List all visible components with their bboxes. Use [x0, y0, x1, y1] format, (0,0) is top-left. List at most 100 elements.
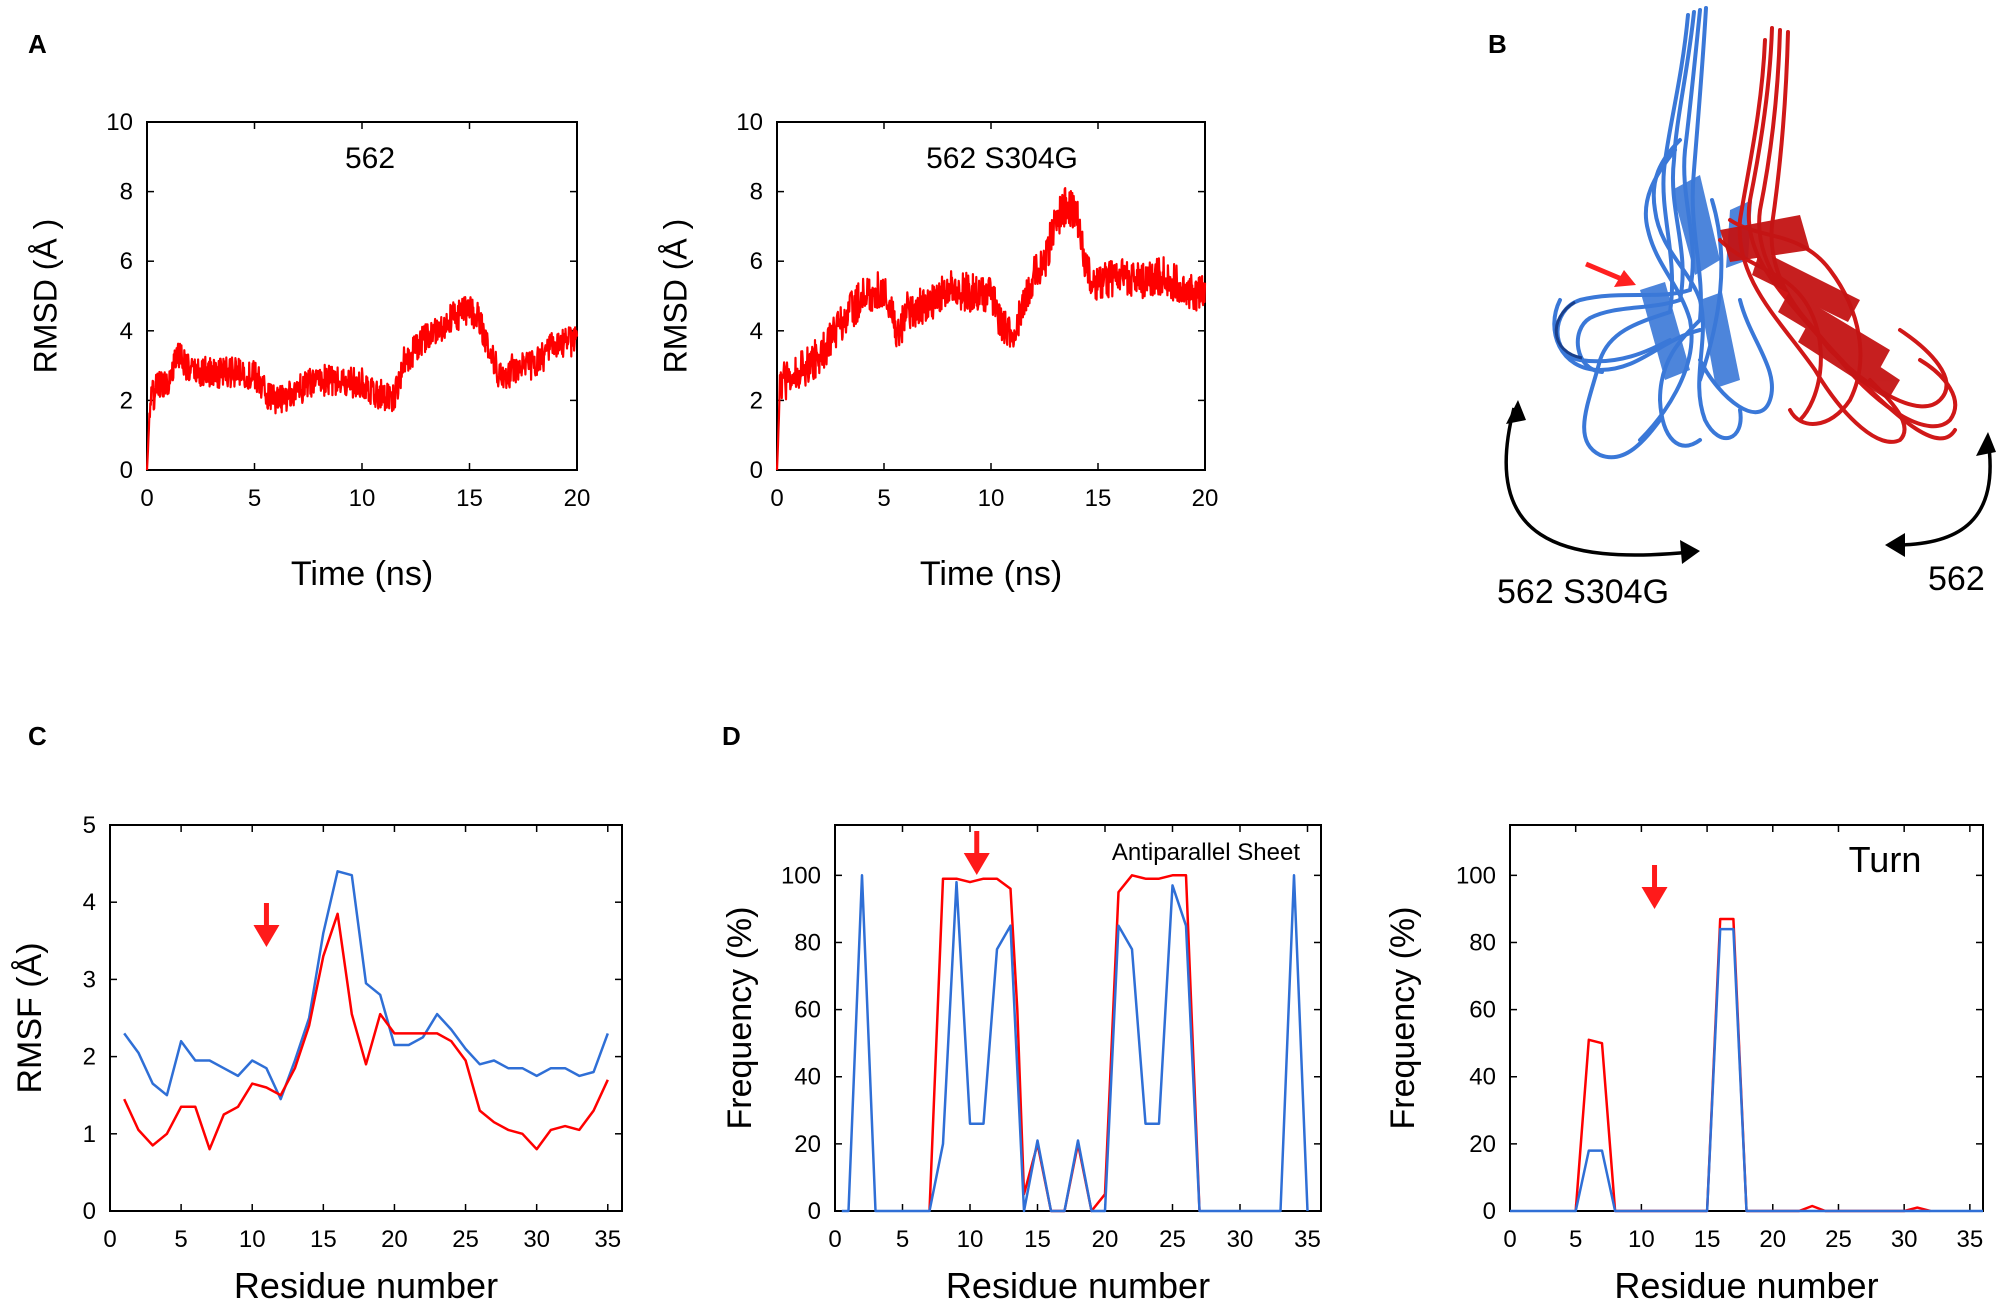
y-tick-label: 4: [120, 318, 133, 345]
x-tick-label: 10: [239, 1226, 266, 1253]
wildtype-beta-strands: [1720, 215, 1900, 400]
x-tick-label: 25: [1825, 1226, 1852, 1253]
x-tick-label: 5: [248, 485, 261, 512]
y-tick-label: 20: [794, 1131, 821, 1158]
x-tick-label: 15: [1085, 485, 1112, 512]
mutant-label-arrow: [1504, 400, 1700, 564]
x-axis-label: Residue number: [234, 1265, 498, 1304]
y-tick-label: 60: [794, 997, 821, 1024]
y-tick-label: 0: [120, 457, 133, 484]
x-axis-label: Residue number: [1614, 1265, 1878, 1304]
y-tick-label: 5: [83, 812, 96, 839]
red-arrow-indicator: [253, 903, 280, 947]
series-line-562: [123, 912, 609, 1151]
y-tick-label: 100: [781, 862, 821, 889]
x-tick-label: 30: [523, 1226, 550, 1253]
y-tick-label: 0: [750, 457, 763, 484]
x-tick-label: 25: [452, 1226, 479, 1253]
x-tick-label: 15: [1024, 1226, 1051, 1253]
y-tick-label: 4: [750, 318, 763, 345]
rmsf-chart: 0 5 10 15 20 25 30 35 0 1 2 3 4 5 Residue number RMSF (…: [11, 812, 623, 1304]
chart-title: Turn: [1849, 839, 1922, 880]
y-tick-label: 100: [1456, 862, 1496, 889]
mutant-structure-label: 562 S304G: [1497, 573, 1669, 611]
x-tick-label: 5: [877, 485, 890, 512]
y-tick-label: 0: [808, 1198, 821, 1225]
y-tick-label: 2: [750, 387, 763, 414]
y-tick-label: 80: [1469, 929, 1496, 956]
red-arrow-indicator: [1585, 261, 1636, 287]
x-tick-label: 35: [1957, 1226, 1984, 1253]
x-tick-label: 30: [1227, 1226, 1254, 1253]
turn-chart: 0 5 10 15 20 25 30 35 0 20 40 60 80 100 Residue number…: [1384, 824, 1984, 1304]
x-tick-label: 15: [1694, 1226, 1721, 1253]
x-tick-label: 0: [1503, 1226, 1516, 1253]
y-axis-label: RMSD (Å ): [27, 219, 63, 374]
x-axis-label: Time (ns): [920, 555, 1062, 593]
y-tick-label: 6: [750, 248, 763, 275]
series-line-562: [1574, 917, 1931, 1213]
x-axis-label: Time (ns): [291, 555, 433, 593]
plot-frame: [834, 824, 1322, 1212]
series-line-562-s304g: [841, 874, 1309, 1213]
y-tick-label: 8: [750, 179, 763, 206]
y-tick-label: 4: [83, 889, 96, 916]
chart-title: 562: [345, 142, 395, 175]
panel-label-c: C: [28, 721, 47, 751]
x-tick-label: 15: [456, 485, 483, 512]
chart-title: 562 S304G: [926, 142, 1078, 175]
series-line-562: [928, 874, 1201, 1213]
y-axis-label: Frequency (%): [1384, 907, 1422, 1130]
x-tick-label: 20: [1092, 1226, 1119, 1253]
wildtype-structure-label: 562: [1928, 560, 1985, 598]
y-tick-label: 0: [1483, 1198, 1496, 1225]
x-axis-label: Residue number: [946, 1265, 1210, 1304]
x-tick-label: 5: [896, 1226, 909, 1253]
x-tick-label: 30: [1891, 1226, 1918, 1253]
x-tick-label: 35: [594, 1226, 621, 1253]
wildtype-label-arrow: [1885, 432, 1996, 557]
y-tick-label: 10: [736, 109, 763, 136]
y-tick-label: 6: [120, 248, 133, 275]
series-line-562-s304g: [123, 870, 609, 1101]
x-tick-label: 10: [349, 485, 376, 512]
x-tick-label: 0: [103, 1226, 116, 1253]
red-arrow-indicator: [1641, 865, 1668, 909]
plot-frame: [109, 824, 623, 1212]
series-line-562-s304g: [1510, 927, 1983, 1213]
chart-title: Antiparallel Sheet: [1112, 839, 1300, 866]
y-tick-label: 20: [1469, 1131, 1496, 1158]
x-tick-label: 15: [310, 1226, 337, 1253]
series-line-562: [145, 296, 579, 471]
y-tick-label: 80: [794, 929, 821, 956]
panel-label-d: D: [722, 721, 741, 751]
y-tick-label: 40: [794, 1064, 821, 1091]
x-tick-label: 10: [978, 485, 1005, 512]
y-tick-label: 2: [83, 1044, 96, 1071]
y-tick-label: 10: [106, 109, 133, 136]
y-tick-label: 40: [1469, 1064, 1496, 1091]
x-tick-label: 0: [828, 1226, 841, 1253]
series-line-562-s304g: [775, 187, 1207, 471]
rmsd-562-s304g-chart: 0 5 10 15 20 0 2 4 6 8 10 Time (ns) RMSD (Å ) 562 S30…: [657, 109, 1218, 593]
panel-label-a: A: [28, 29, 47, 59]
x-tick-label: 20: [1192, 485, 1219, 512]
x-tick-label: 35: [1294, 1226, 1321, 1253]
mutant-beta-strands: [1640, 175, 1752, 388]
y-tick-label: 8: [120, 179, 133, 206]
y-tick-label: 1: [83, 1121, 96, 1148]
y-tick-label: 60: [1469, 997, 1496, 1024]
antiparallel-sheet-chart: 0 5 10 15 20 25 30 35 0 20 40 60 80 100 Residue number…: [721, 824, 1322, 1304]
mutant-loop-shade: [1554, 300, 1583, 360]
protein-structure-overlay: 562 S304G 562: [1497, 6, 1996, 611]
y-tick-label: 3: [83, 966, 96, 993]
x-tick-label: 20: [564, 485, 591, 512]
x-tick-label: 20: [1759, 1226, 1786, 1253]
panel-label-b: B: [1488, 29, 1507, 59]
y-axis-label: RMSD (Å ): [657, 219, 693, 374]
x-tick-label: 5: [1569, 1226, 1582, 1253]
rmsd-562-chart: 0 5 10 15 20 0 2 4 6 8 10 Time (ns) RMSD (Å ) 562: [27, 109, 590, 593]
y-tick-label: 2: [120, 387, 133, 414]
red-arrow-indicator: [963, 831, 990, 875]
